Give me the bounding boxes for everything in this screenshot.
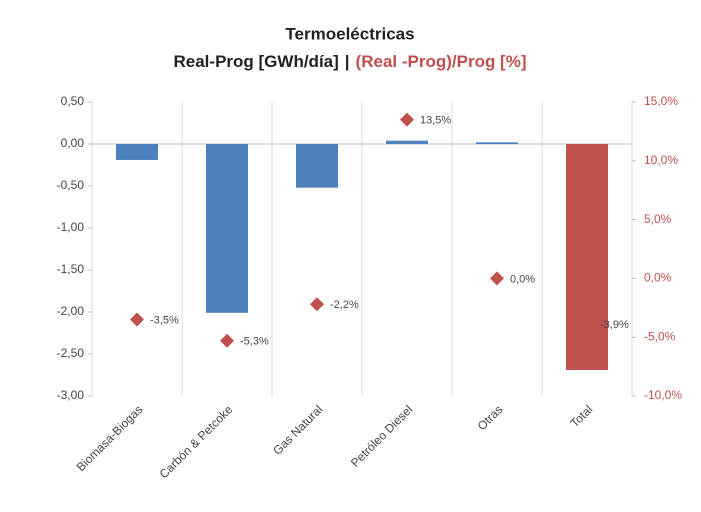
bar: [476, 142, 518, 144]
data-label: 0,0%: [510, 273, 535, 285]
y-tick-label: -1,50: [57, 262, 85, 276]
data-label: 13,5%: [420, 115, 451, 127]
data-label: -2,2%: [330, 299, 359, 311]
legend-entry: (Real -Prog)/Prog [%]: [356, 52, 527, 71]
x-tick-label: Total: [568, 402, 596, 430]
y2-tick-label: 10,0%: [644, 153, 678, 167]
y2-tick-label: -10,0%: [644, 388, 682, 402]
bar: [116, 144, 158, 160]
legend-entry: Real-Prog [GWh/día]: [174, 52, 339, 71]
y2-tick-label: 0,0%: [644, 271, 672, 285]
x-tick-label: Gas Natural: [270, 402, 325, 457]
separator: |: [345, 52, 350, 71]
diamond-marker: [490, 271, 504, 286]
x-tick-label: Otras: [475, 402, 506, 433]
x-tick-label: Petróleo Diesel: [348, 402, 415, 469]
x-tick-label: Biomasa-Biogas: [74, 402, 146, 474]
data-label: -3,9%: [600, 319, 629, 331]
chart-subtitle: Real-Prog [GWh/día] | (Real -Prog)/Prog [%…: [174, 52, 527, 71]
data-label: -5,3%: [240, 336, 269, 348]
y2-tick-label: -5,0%: [644, 329, 676, 343]
diamond-marker: [130, 312, 144, 327]
diamond-marker: [400, 112, 414, 127]
bar: [296, 144, 338, 188]
y-tick-label: -3,00: [57, 388, 85, 402]
diamond-marker: [580, 317, 594, 332]
y2-tick-label: 15,0%: [644, 94, 678, 108]
y-tick-label: 0,00: [61, 136, 85, 150]
data-label: -3,5%: [150, 314, 179, 326]
diamond-marker: [310, 297, 324, 312]
y2-tick-label: 5,0%: [644, 212, 672, 226]
chart-title: Termoeléctricas: [285, 24, 414, 43]
x-tick-label: Carbón & Petcoke: [157, 402, 236, 481]
y-tick-label: -1,00: [57, 220, 85, 234]
bar: [206, 144, 248, 313]
bar: [566, 144, 608, 370]
diamond-marker: [220, 333, 234, 348]
bar: [386, 140, 428, 144]
y-tick-label: -0,50: [57, 178, 85, 192]
y-tick-label: -2,00: [57, 304, 85, 318]
y-tick-label: -2,50: [57, 346, 85, 360]
y-tick-label: 0,50: [61, 94, 85, 108]
